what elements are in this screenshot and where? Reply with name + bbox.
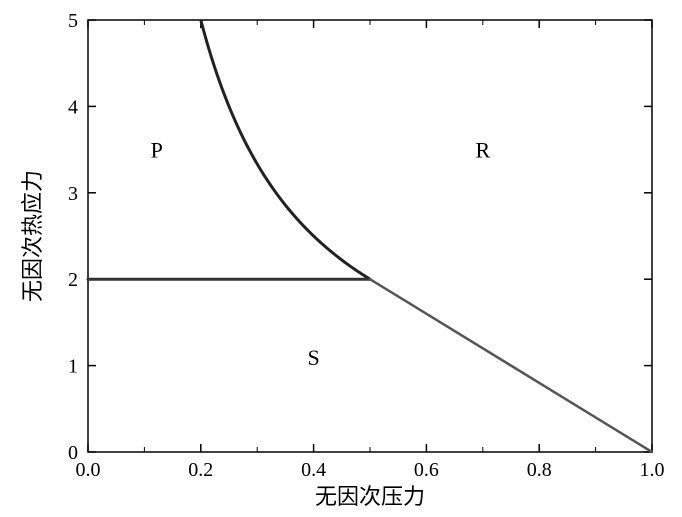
y-axis-label: 无因次热应力	[20, 170, 45, 302]
x-tick-label: 0.6	[414, 459, 439, 481]
x-tick-label: 0.4	[301, 459, 326, 481]
y-tick-label: 0	[68, 442, 78, 464]
plot-border	[88, 20, 652, 452]
region-label-r: R	[475, 138, 490, 163]
x-tick-label: 0.8	[527, 459, 552, 481]
x-tick-label: 0.0	[76, 459, 101, 481]
x-tick-label: 0.2	[188, 459, 213, 481]
boundary-curve-hyperbola	[201, 20, 370, 279]
chart-svg: 0.0 0.2 0.4 0.6 0.8 1.0 0 1 2 3 4 5 无因次压力 无因次热应力 P R S	[0, 0, 682, 517]
y-tick-label: 2	[68, 269, 78, 291]
phase-diagram-chart: 0.0 0.2 0.4 0.6 0.8 1.0 0 1 2 3 4 5 无因次压力 无因次热应力 P R S	[0, 0, 682, 517]
y-tick-label: 5	[68, 10, 78, 32]
boundary-linear	[370, 279, 652, 452]
region-label-s: S	[307, 345, 319, 370]
y-tick-label: 3	[68, 183, 78, 205]
x-axis-label: 无因次压力	[315, 484, 425, 509]
x-tick-label: 1.0	[640, 459, 665, 481]
y-tick-label: 4	[68, 96, 78, 118]
y-tick-label: 1	[68, 356, 78, 378]
region-label-p: P	[151, 138, 163, 163]
